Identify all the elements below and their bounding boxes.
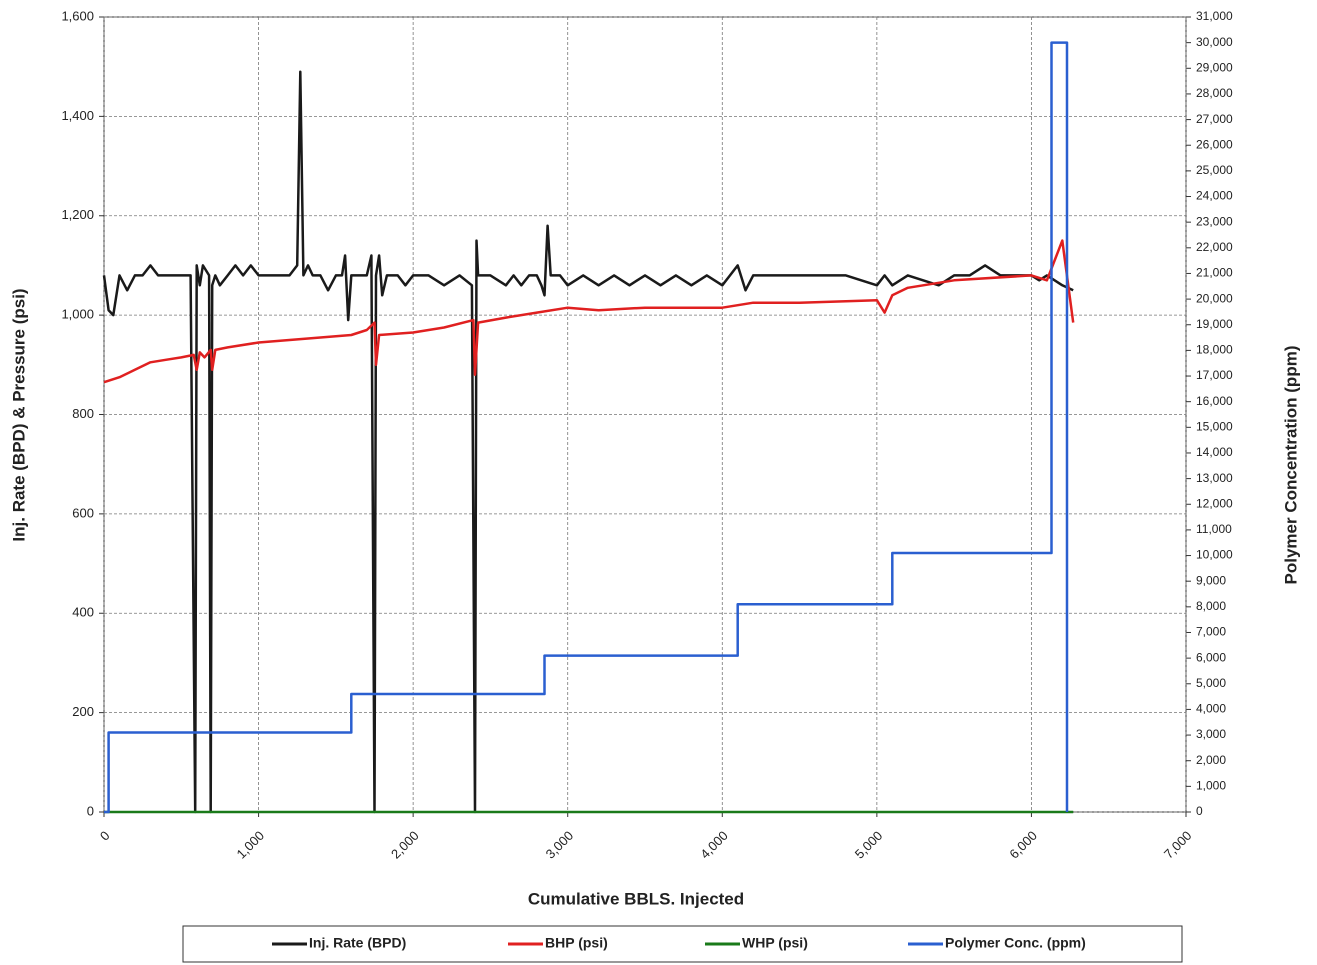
y2-tick-label: 6,000 (1196, 650, 1226, 664)
series-line (103, 239, 1075, 384)
y2-tick-label: 14,000 (1196, 445, 1233, 459)
y2-tick-label: 31,000 (1196, 9, 1233, 23)
y-tick-label: 600 (72, 505, 94, 520)
x-tick-label: 7,000 (1161, 828, 1195, 862)
y-tick-label: 1,600 (61, 8, 94, 23)
y2-tick-label: 19,000 (1196, 317, 1233, 331)
y-tick-label: 0 (87, 803, 94, 818)
y2-tick-label: 16,000 (1196, 394, 1233, 408)
y2-tick-label: 23,000 (1196, 214, 1233, 228)
y2-tick-label: 3,000 (1196, 727, 1226, 741)
y-tick-label: 200 (72, 704, 94, 719)
y2-tick-label: 7,000 (1196, 625, 1226, 639)
y2-tick-label: 5,000 (1196, 676, 1226, 690)
x-tick-label: 5,000 (852, 828, 886, 862)
y-tick-label: 1,200 (61, 207, 94, 222)
legend-label: Polymer Conc. (ppm) (945, 935, 1086, 951)
y-tick-label: 800 (72, 406, 94, 421)
x-tick-label: 1,000 (234, 828, 268, 862)
y2-tick-label: 10,000 (1196, 548, 1233, 562)
y2-tick-label: 13,000 (1196, 471, 1233, 485)
y2-tick-label: 29,000 (1196, 60, 1233, 74)
y2-tick-label: 1,000 (1196, 779, 1226, 793)
legend-label: BHP (psi) (545, 935, 608, 951)
y2-tick-label: 18,000 (1196, 343, 1233, 357)
y2-tick-label: 20,000 (1196, 291, 1233, 305)
y2-axis-label: Polymer Concentration (ppm) (1281, 346, 1300, 585)
y-tick-label: 1,400 (61, 108, 94, 123)
y2-tick-label: 8,000 (1196, 599, 1226, 613)
y2-tick-label: 22,000 (1196, 240, 1233, 254)
x-tick-label: 0 (97, 828, 113, 844)
x-tick-label: 4,000 (697, 828, 731, 862)
y2-tick-label: 25,000 (1196, 163, 1233, 177)
x-tick-label: 2,000 (388, 828, 422, 862)
legend-box (182, 925, 1183, 963)
y2-tick-label: 26,000 (1196, 137, 1233, 151)
y2-tick-label: 12,000 (1196, 496, 1233, 510)
x-tick-label: 3,000 (543, 828, 577, 862)
y-axis-label: Inj. Rate (BPD) & Pressure (psi) (9, 288, 28, 541)
y2-tick-label: 0 (1196, 804, 1203, 818)
y2-tick-label: 9,000 (1196, 573, 1226, 587)
legend-label: WHP (psi) (742, 935, 808, 951)
y2-tick-label: 30,000 (1196, 35, 1233, 49)
y2-tick-label: 28,000 (1196, 86, 1233, 100)
y2-tick-label: 27,000 (1196, 112, 1233, 126)
y-tick-label: 400 (72, 605, 94, 620)
legend-label: Inj. Rate (BPD) (309, 935, 406, 951)
y2-tick-label: 21,000 (1196, 266, 1233, 280)
y2-tick-label: 17,000 (1196, 368, 1233, 382)
y2-tick-label: 24,000 (1196, 189, 1233, 203)
x-tick-label: 6,000 (1006, 828, 1040, 862)
series-line (104, 41, 1069, 814)
y2-tick-label: 4,000 (1196, 702, 1226, 716)
y-tick-label: 1,000 (61, 307, 94, 322)
y2-tick-label: 2,000 (1196, 753, 1226, 767)
series-line (102, 70, 1074, 814)
x-axis-label: Cumulative BBLS. Injected (528, 889, 744, 908)
y2-tick-label: 15,000 (1196, 419, 1233, 433)
y2-tick-label: 11,000 (1196, 522, 1232, 536)
